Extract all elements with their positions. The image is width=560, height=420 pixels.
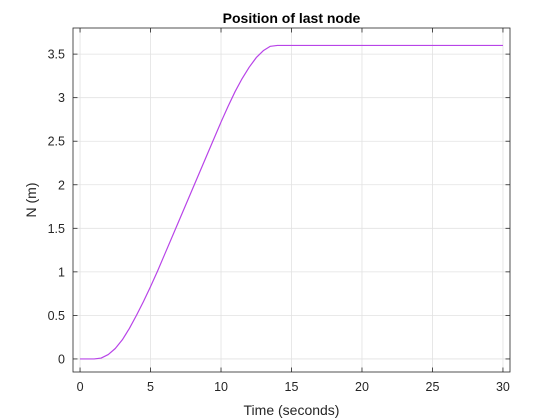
x-tick-label: 15 — [285, 380, 299, 394]
grid — [73, 28, 510, 372]
plot-border — [72, 27, 511, 373]
y-tick-label: 0 — [58, 352, 65, 366]
x-tick-label: 0 — [77, 380, 84, 394]
x-tick-label: 25 — [426, 380, 440, 394]
series-line — [80, 44, 503, 360]
tick-labels: 0 5 10 15 20 25 30 0 0.5 1 1.5 2 2.5 3 3.5 — [48, 48, 510, 394]
x-tick-label: 20 — [355, 380, 369, 394]
series — [80, 44, 503, 360]
x-tick-label: 5 — [147, 380, 154, 394]
y-axis-label: N (m) — [23, 183, 39, 218]
y-tick-label: 3 — [58, 91, 65, 105]
y-tick-label: 2.5 — [48, 135, 65, 149]
y-tick-label: 0.5 — [48, 309, 65, 323]
x-tick-label: 30 — [496, 380, 510, 394]
x-axis-label: Time (seconds) — [244, 402, 340, 418]
y-tick-label: 3.5 — [48, 48, 65, 62]
y-tick-label: 1 — [58, 265, 65, 279]
y-tick-label: 2 — [58, 178, 65, 192]
chart-title: Position of last node — [223, 10, 361, 26]
x-tick-label: 10 — [214, 380, 228, 394]
y-tick-label: 1.5 — [48, 222, 65, 236]
axis-ticks — [73, 28, 510, 372]
